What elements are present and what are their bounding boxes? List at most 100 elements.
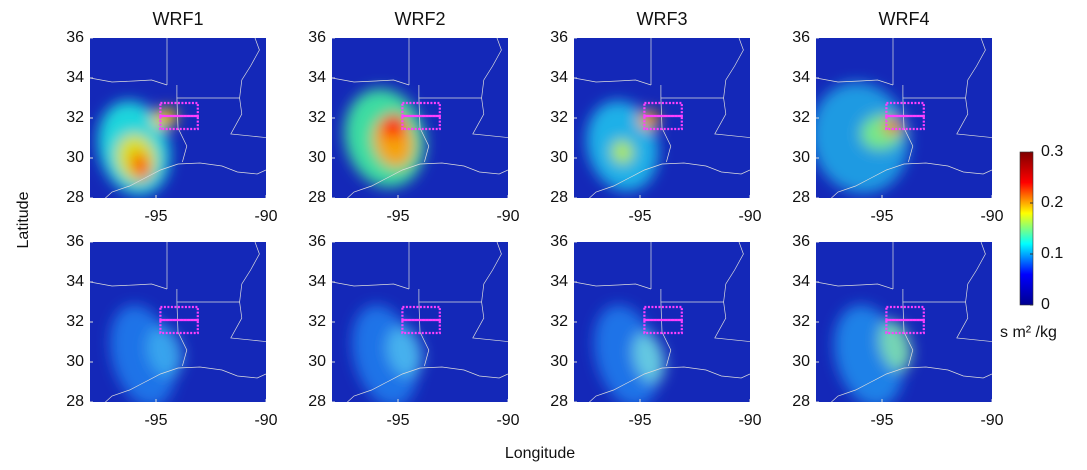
y-tick-label: 30 <box>792 353 810 370</box>
y-tick-label: 32 <box>550 109 568 126</box>
border-line <box>347 366 508 402</box>
panel-title: WRF2 <box>395 9 446 29</box>
y-tick-label: 34 <box>550 69 568 86</box>
panel-title: WRF3 <box>637 9 688 29</box>
border-line <box>965 242 986 303</box>
y-tick-label: 36 <box>792 29 810 46</box>
y-tick-label: 34 <box>550 273 568 290</box>
plume <box>110 305 184 402</box>
border-line <box>239 242 260 303</box>
map-panel <box>90 38 266 198</box>
y-tick-label: 28 <box>792 189 810 206</box>
y-axis-label: Latitude <box>15 191 32 248</box>
plume-blob <box>380 113 407 139</box>
site-box <box>885 101 925 118</box>
border-line <box>589 366 750 402</box>
site-box <box>885 318 925 335</box>
x-tick-label: -95 <box>870 412 893 429</box>
plume <box>344 88 426 188</box>
map-panel <box>90 242 266 402</box>
x-tick-label: -95 <box>628 208 651 225</box>
site-box <box>885 305 925 322</box>
y-tick-label: 36 <box>308 233 326 250</box>
y-tick-label: 30 <box>550 353 568 370</box>
site-box <box>643 114 683 131</box>
border-line <box>956 97 992 138</box>
y-tick-label: 34 <box>66 69 84 86</box>
border-line <box>816 281 894 290</box>
panel-title: WRF4 <box>879 9 930 29</box>
site-box <box>401 101 441 118</box>
colorbar-tick-label: 0.1 <box>1041 245 1063 262</box>
border-line <box>105 366 266 402</box>
site-box <box>159 318 199 335</box>
border-line <box>481 242 502 303</box>
x-tick-label: -90 <box>254 208 277 225</box>
border-line <box>956 301 992 342</box>
border-line <box>965 38 986 99</box>
y-tick-label: 36 <box>550 29 568 46</box>
y-tick-label: 32 <box>308 109 326 126</box>
plume-blob <box>611 140 634 164</box>
site-box <box>159 101 199 118</box>
map-panel <box>574 38 750 198</box>
y-tick-label: 36 <box>550 233 568 250</box>
x-tick-label: -95 <box>628 412 651 429</box>
y-tick-label: 30 <box>308 353 326 370</box>
y-tick-label: 34 <box>308 273 326 290</box>
y-tick-label: 34 <box>66 273 84 290</box>
site-box <box>643 305 683 322</box>
x-tick-label: -90 <box>496 412 519 429</box>
x-tick-label: -95 <box>386 208 409 225</box>
y-tick-label: 30 <box>66 353 84 370</box>
y-tick-label: 30 <box>66 149 84 166</box>
site-box <box>401 114 441 131</box>
colorbar-tick-label: 0.2 <box>1041 194 1063 211</box>
y-tick-label: 36 <box>792 233 810 250</box>
x-tick-label: -90 <box>980 412 1003 429</box>
plume <box>97 100 178 196</box>
x-tick-label: -95 <box>144 208 167 225</box>
site-box <box>885 114 925 131</box>
border-line <box>90 281 168 290</box>
site-box <box>643 101 683 118</box>
plume-blob <box>594 305 660 402</box>
panel-title: WRF1 <box>153 9 204 29</box>
border-line <box>347 162 508 198</box>
site-box <box>401 305 441 322</box>
plume-blob <box>131 152 150 180</box>
border-line <box>90 77 168 86</box>
y-tick-label: 30 <box>308 149 326 166</box>
colorbar-tick-label: 0.3 <box>1041 143 1063 160</box>
y-tick-label: 36 <box>308 29 326 46</box>
border-line <box>831 366 992 402</box>
y-tick-label: 36 <box>66 233 84 250</box>
border-line <box>105 162 266 198</box>
x-tick-label: -90 <box>738 208 761 225</box>
y-tick-label: 34 <box>308 69 326 86</box>
border-line <box>332 281 410 290</box>
y-tick-label: 32 <box>792 109 810 126</box>
border-line <box>589 162 750 198</box>
site-box <box>159 114 199 131</box>
map-panel <box>332 242 508 402</box>
plume-blob <box>151 107 178 129</box>
border-line <box>481 38 502 99</box>
y-tick-label: 28 <box>308 393 326 410</box>
border-line <box>831 162 992 198</box>
y-tick-label: 28 <box>792 393 810 410</box>
border-line <box>714 301 750 342</box>
y-tick-label: 28 <box>308 189 326 206</box>
border-line <box>816 77 894 86</box>
border-line <box>472 97 508 138</box>
plume-blob <box>632 332 666 384</box>
site-box <box>401 318 441 335</box>
border-line <box>230 301 266 342</box>
y-tick-label: 32 <box>66 313 84 330</box>
map-panel <box>574 242 750 402</box>
x-tick-label: -95 <box>386 412 409 429</box>
y-tick-label: 34 <box>792 273 810 290</box>
map-panel <box>332 38 508 198</box>
border-line <box>230 97 266 138</box>
plume-blob <box>146 326 184 378</box>
